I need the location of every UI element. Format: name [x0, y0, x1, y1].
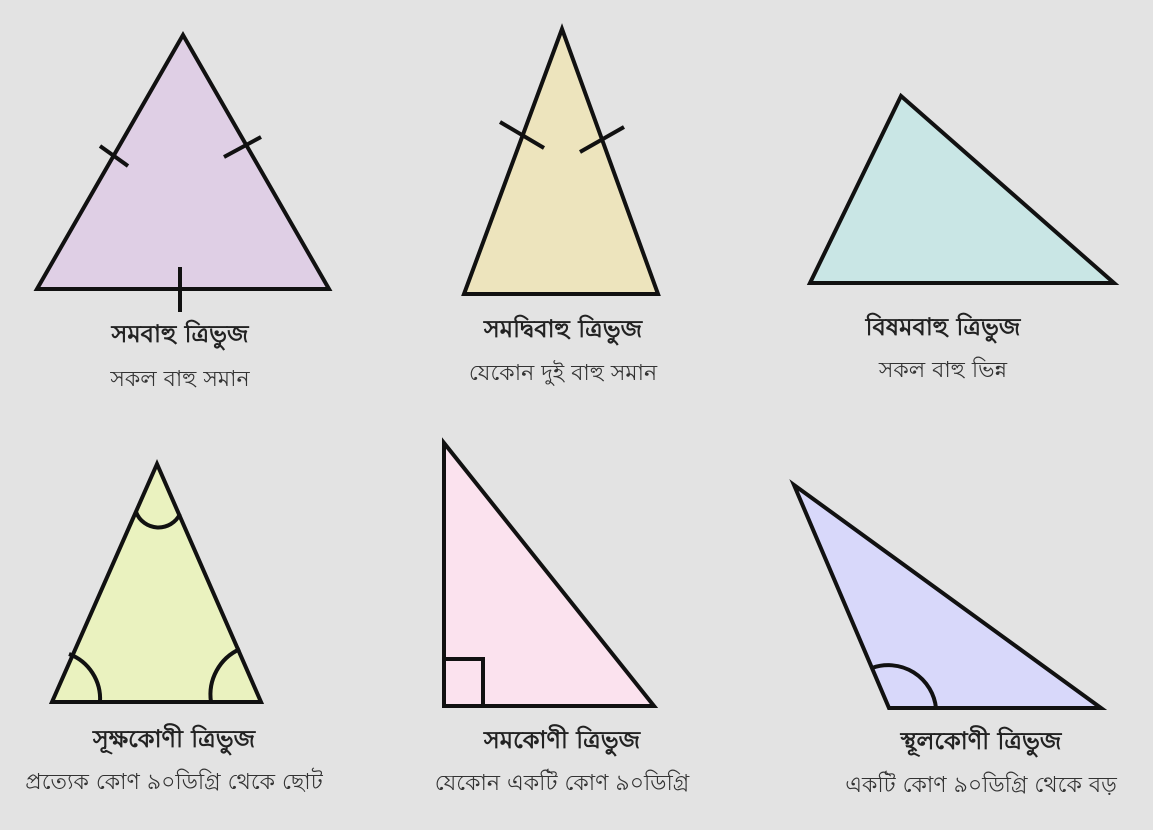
obtuse-title: স্থূলকোণী ত্রিভুজ — [900, 725, 1063, 757]
angle-arc-top — [134, 511, 182, 530]
acute-description: প্রত্যেক কোণ ৯০ডিগ্রি থেকে ছোট — [25, 768, 323, 795]
angle-arc-bottom-right — [208, 647, 241, 703]
acute-triangle-figure: সূক্ষকোণী ত্রিভুজ প্রত্যেক কোণ ৯০ডিগ্রি … — [25, 459, 324, 795]
acute-title: সূক্ষকোণী ত্রিভুজ — [92, 723, 257, 755]
obtuse-triangle — [789, 479, 1108, 710]
acute-triangle — [48, 459, 265, 704]
equilateral-triangle-figure: সমবাহু ত্রিভুজ সকল বাহু সমান — [33, 30, 333, 392]
isosceles-description: যেকোন দুই বাহু সমান — [469, 360, 658, 386]
right-triangle — [442, 437, 659, 708]
equal-side-tick-right — [223, 135, 262, 159]
isosceles-triangle-figure: সমদ্বিবাহু ত্রিভুজ যেকোন দুই বাহু সমান — [461, 23, 661, 386]
obtuse-description: একটি কোণ ৯০ডিগ্রি থেকে বড় — [845, 771, 1117, 798]
obtuse-triangle-figure: স্থূলকোণী ত্রিভুজ একটি কোণ ৯০ডিগ্রি থেকে… — [789, 479, 1117, 798]
equal-side-tick-right — [579, 125, 625, 154]
scalene-triangle-figure: বিষমবাহু ত্রিভুজ সকল বাহু ভিন্ন — [806, 92, 1120, 383]
right-description: যেকোন একটি কোণ ৯০ডিগ্রি — [435, 769, 690, 796]
equal-side-tick-left — [498, 120, 546, 150]
equilateral-title: সমবাহু ত্রিভুজ — [110, 319, 250, 350]
angle-arc-bottom-left — [68, 652, 103, 703]
right-angle-marker — [444, 657, 485, 706]
scalene-title: বিষমবাহু ত্রিভুজ — [865, 312, 1022, 343]
equilateral-description: সকল বাহু সমান — [109, 367, 250, 392]
equal-side-tick-left — [98, 144, 130, 168]
right-title: সমকোণী ত্রিভুজ — [483, 724, 642, 756]
scalene-description: সকল বাহু ভিন্ন — [878, 357, 1008, 383]
obtuse-angle-arc — [871, 663, 938, 709]
right-triangle-figure: সমকোণী ত্রিভুজ যেকোন একটি কোণ ৯০ডিগ্রি — [435, 437, 690, 796]
equilateral-triangle — [33, 30, 333, 291]
isosceles-title: সমদ্বিবাহু ত্রিভুজ — [483, 314, 644, 345]
isosceles-triangle — [461, 23, 661, 296]
scalene-triangle — [806, 92, 1120, 285]
